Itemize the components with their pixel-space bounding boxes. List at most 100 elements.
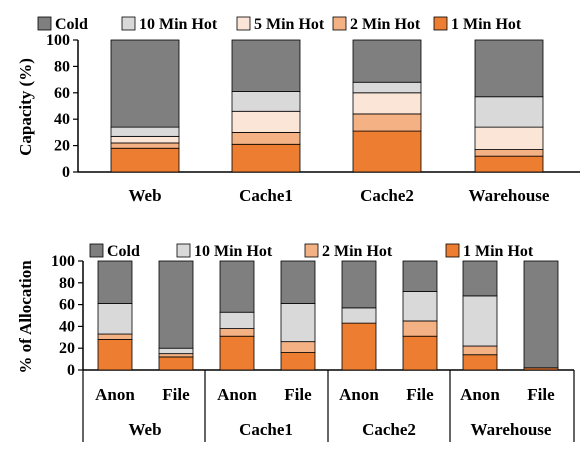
top-legend-label-5-min-hot: 5 Min Hot bbox=[254, 16, 325, 33]
top-legend-swatch-1-min-hot bbox=[433, 16, 448, 31]
bottom-bar-cache1-file-1-min-hot bbox=[280, 352, 316, 371]
bottom-y-tick-label-0: 0 bbox=[67, 362, 75, 379]
bottom-bar-web-anon-1-min-hot bbox=[97, 339, 133, 371]
bottom-group-label-warehouse: Warehouse bbox=[471, 420, 552, 439]
bottom-bar-cache1-anon-2-min-hot bbox=[219, 328, 255, 337]
top-chart: Capacity (%) Cold 10 Min Hot 5 Min Hot 2 Mi… bbox=[16, 16, 580, 205]
bottom-legend-swatch-2-min-hot bbox=[304, 243, 319, 258]
bottom-y-tick-label-100: 100 bbox=[51, 253, 75, 270]
top-bar-web-10-min-hot bbox=[110, 126, 180, 137]
top-x-tick-labels: Web Cache1 Cache2 Warehouse bbox=[128, 186, 549, 205]
bottom-y-tick-label-60: 60 bbox=[59, 297, 75, 314]
bottom-y-tick-label-40: 40 bbox=[59, 318, 75, 335]
top-bar-cache2-10-min-hot bbox=[352, 81, 422, 94]
bottom-legend-label-cold: Cold bbox=[107, 243, 140, 260]
top-legend-swatch-2-min-hot bbox=[332, 16, 347, 31]
bottom-bar-warehouse-anon-cold bbox=[462, 260, 498, 297]
top-y-tick-label-40: 40 bbox=[54, 111, 70, 128]
bottom-bar-web-anon-cold bbox=[97, 260, 133, 304]
top-bar-cache2-cold bbox=[352, 39, 422, 83]
bottom-bar-web-file-1-min-hot bbox=[158, 356, 194, 371]
top-bar-cache2-2-min-hot bbox=[352, 113, 422, 132]
top-legend-label-1-min-hot: 1 Min Hot bbox=[451, 16, 522, 33]
bottom-y-axis-label: % of Allocation bbox=[16, 260, 35, 374]
bottom-bars bbox=[97, 260, 559, 371]
bottom-x-tick-label-cache1-file: File bbox=[284, 385, 312, 404]
bottom-legend-label-2-min-hot: 2 Min Hot bbox=[322, 243, 393, 260]
bottom-bar-cache1-file-10-min-hot bbox=[280, 303, 316, 343]
bottom-bar-cache2-file-2-min-hot bbox=[402, 320, 438, 337]
bottom-bar-warehouse-anon-10-min-hot bbox=[462, 295, 498, 347]
top-legend-label-2-min-hot: 2 Min Hot bbox=[350, 16, 421, 33]
bottom-bar-warehouse-anon-2-min-hot bbox=[462, 345, 498, 356]
top-y-axis-label: Capacity (%) bbox=[16, 58, 35, 156]
bottom-bar-cache1-file-2-min-hot bbox=[280, 341, 316, 353]
bottom-x-tick-label-warehouse-file: File bbox=[527, 385, 555, 404]
top-x-tick-label-web: Web bbox=[128, 186, 161, 205]
top-bar-web-cold bbox=[110, 39, 180, 128]
top-legend-label-10-min-hot: 10 Min Hot bbox=[139, 16, 218, 33]
bottom-bar-cache2-file-cold bbox=[402, 260, 438, 292]
bottom-bar-warehouse-file-cold bbox=[523, 260, 559, 369]
bottom-bar-web-file-2-min-hot bbox=[158, 353, 194, 358]
top-bar-web-1-min-hot bbox=[110, 147, 180, 173]
top-y-tick-label-60: 60 bbox=[54, 85, 70, 102]
bottom-x-tick-label-cache2-file: File bbox=[406, 385, 434, 404]
top-bar-cache1-cold bbox=[231, 39, 301, 92]
top-x-tick-label-cache1: Cache1 bbox=[239, 186, 293, 205]
bottom-bar-cache2-file-10-min-hot bbox=[402, 291, 438, 322]
top-bar-cache1-10-min-hot bbox=[231, 91, 301, 112]
bottom-bar-web-anon-2-min-hot bbox=[97, 333, 133, 340]
top-bar-warehouse-5-min-hot bbox=[474, 126, 544, 150]
bottom-y-tick-label-80: 80 bbox=[59, 275, 75, 292]
top-bar-cache2-1-min-hot bbox=[352, 130, 422, 173]
top-bar-warehouse-1-min-hot bbox=[474, 155, 544, 173]
top-bar-warehouse-cold bbox=[474, 39, 544, 98]
top-legend-swatch-10-min-hot bbox=[121, 16, 136, 31]
bottom-bar-web-file-10-min-hot bbox=[158, 347, 194, 355]
bottom-bar-cache1-file-cold bbox=[280, 260, 316, 304]
bottom-x-tick-label-web-anon: Anon bbox=[95, 385, 135, 404]
top-legend-label-cold: Cold bbox=[55, 16, 88, 33]
bottom-legend-swatch-cold bbox=[89, 243, 104, 258]
top-x-tick-label-warehouse: Warehouse bbox=[469, 186, 550, 205]
top-bar-cache1-1-min-hot bbox=[231, 143, 301, 173]
top-legend-swatch-5-min-hot bbox=[236, 16, 251, 31]
bottom-x-tick-label-warehouse-anon: Anon bbox=[460, 385, 500, 404]
bottom-x-tick-label-cache1-anon: Anon bbox=[217, 385, 257, 404]
bottom-bar-cache2-anon-cold bbox=[341, 260, 377, 309]
bottom-bar-cache1-anon-cold bbox=[219, 260, 255, 313]
bottom-group-label-web: Web bbox=[128, 420, 161, 439]
bottom-bar-cache2-anon-10-min-hot bbox=[341, 307, 377, 324]
bottom-bar-warehouse-anon-1-min-hot bbox=[462, 354, 498, 371]
bottom-legend-label-10-min-hot: 10 Min Hot bbox=[194, 243, 273, 260]
top-bar-warehouse-10-min-hot bbox=[474, 96, 544, 128]
bottom-bar-cache1-anon-10-min-hot bbox=[219, 311, 255, 329]
bottom-axis: 0 20 40 60 80 100 bbox=[51, 253, 575, 442]
top-legend-swatch-cold bbox=[37, 16, 52, 31]
bottom-legend-swatch-1-min-hot bbox=[445, 243, 460, 258]
bottom-x-tick-label-web-file: File bbox=[162, 385, 190, 404]
top-bar-cache1-5-min-hot bbox=[231, 110, 301, 133]
bottom-group-label-cache1: Cache1 bbox=[239, 420, 293, 439]
bottom-legend-label-1-min-hot: 1 Min Hot bbox=[463, 243, 534, 260]
bottom-x-tick-label-cache2-anon: Anon bbox=[339, 385, 379, 404]
bottom-bar-cache2-anon-1-min-hot bbox=[341, 322, 377, 371]
bottom-y-tick-label-20: 20 bbox=[59, 340, 75, 357]
top-bar-warehouse-2-min-hot bbox=[474, 149, 544, 157]
bottom-bar-web-file-cold bbox=[158, 260, 194, 349]
top-legend: Cold 10 Min Hot 5 Min Hot 2 Min Hot 1 Min Ho… bbox=[37, 16, 522, 33]
top-y-tick-label-20: 20 bbox=[54, 138, 70, 155]
bottom-group-label-cache2: Cache2 bbox=[362, 420, 416, 439]
top-y-tick-label-0: 0 bbox=[62, 164, 70, 181]
bottom-legend-swatch-10-min-hot bbox=[176, 243, 191, 258]
top-bar-cache2-5-min-hot bbox=[352, 92, 422, 115]
top-bars bbox=[110, 39, 544, 173]
top-y-tick-label-80: 80 bbox=[54, 58, 70, 75]
bottom-legend: Cold 10 Min Hot 2 Min Hot 1 Min Hot bbox=[89, 243, 534, 260]
top-bar-cache1-2-min-hot bbox=[231, 131, 301, 145]
top-y-tick-label-100: 100 bbox=[46, 32, 70, 49]
bottom-bar-web-anon-10-min-hot bbox=[97, 303, 133, 335]
